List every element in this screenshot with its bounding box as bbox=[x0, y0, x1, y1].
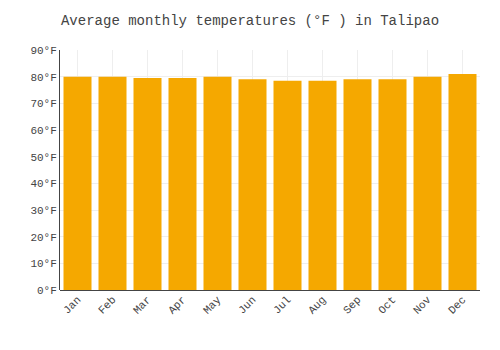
svg-text:50°F: 50°F bbox=[30, 152, 56, 164]
svg-text:80°F: 80°F bbox=[30, 72, 56, 84]
svg-text:Mar: Mar bbox=[131, 294, 153, 316]
svg-text:90°F: 90°F bbox=[30, 45, 56, 57]
svg-text:Dec: Dec bbox=[446, 294, 468, 316]
svg-text:Oct: Oct bbox=[376, 294, 398, 316]
svg-text:Jul: Jul bbox=[271, 294, 293, 316]
svg-text:70°F: 70°F bbox=[30, 98, 56, 110]
svg-text:Feb: Feb bbox=[96, 294, 118, 316]
svg-text:20°F: 20°F bbox=[30, 232, 56, 244]
svg-text:Average monthly temperatures (: Average monthly temperatures (°F ) in Ta… bbox=[61, 13, 439, 29]
svg-text:Jun: Jun bbox=[236, 294, 258, 316]
svg-text:40°F: 40°F bbox=[30, 178, 56, 190]
svg-text:Apr: Apr bbox=[166, 294, 188, 316]
svg-text:0°F: 0°F bbox=[37, 285, 57, 297]
svg-text:Sep: Sep bbox=[341, 294, 363, 316]
svg-text:60°F: 60°F bbox=[30, 125, 56, 137]
svg-text:10°F: 10°F bbox=[30, 258, 56, 270]
svg-text:May: May bbox=[201, 294, 224, 317]
svg-text:30°F: 30°F bbox=[30, 205, 56, 217]
svg-text:Aug: Aug bbox=[306, 294, 328, 316]
svg-text:Jan: Jan bbox=[61, 294, 83, 316]
svg-text:Nov: Nov bbox=[411, 294, 434, 317]
